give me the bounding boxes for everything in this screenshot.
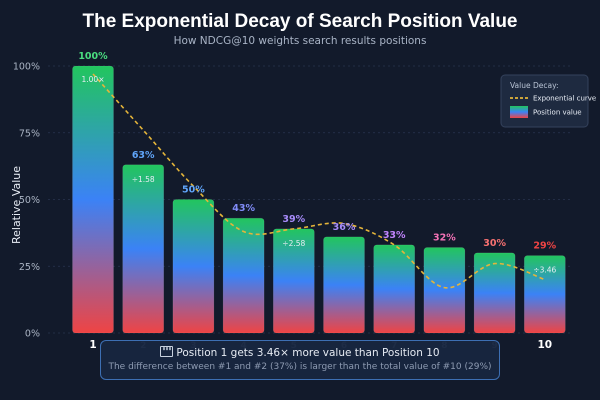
x-tick-label: 1 [89, 339, 96, 351]
legend: Value Decay: Exponential curve Position … [500, 74, 596, 128]
ratio-label: ÷2.58 [282, 239, 305, 248]
bar-layer [72, 65, 566, 334]
bar-position-4 [222, 217, 265, 334]
y-tick-label: 75% [19, 128, 40, 139]
bar-value-label: 29% [533, 241, 556, 252]
y-tick-label: 0% [25, 329, 40, 340]
legend-bar-swatch [510, 106, 528, 118]
y-tick-label: 100% [13, 62, 40, 73]
chart-subtitle: How NDCG@10 weights search results posit… [174, 35, 427, 47]
bar-position-2 [122, 164, 164, 334]
bar-value-label: 32% [433, 233, 456, 244]
x-tick-label: 10 [537, 339, 552, 351]
callout-headline: Position 1 gets 3.46× more value than Po… [176, 347, 440, 359]
bar-value-label: 50% [182, 185, 205, 196]
callout-detail: The difference between #1 and #2 (37%) i… [108, 362, 492, 372]
ratio-label: ÷3.46 [533, 266, 556, 275]
bar-position-3 [172, 199, 215, 334]
y-tick-label: 25% [19, 262, 40, 273]
label-layer: 100% 63% 50% 43% 39% 36% 33% 32% 30% 29% 1.00× ÷1.5… [78, 51, 556, 275]
bar-value-label: 43% [232, 203, 255, 214]
bar-value-label: 36% [333, 222, 356, 233]
ratio-label: ÷1.58 [132, 175, 155, 184]
exponential-curve-line [92, 73, 546, 289]
ratio-label: 1.00× [82, 75, 105, 84]
bar-value-label: 100% [78, 51, 108, 62]
chart-title: The Exponential Decay of Search Position… [82, 11, 517, 32]
callout-headline-row: ▮▮▮ Position 1 gets 3.46× more value than… [101, 346, 499, 359]
bar-value-label: 33% [383, 230, 406, 241]
y-axis-label: Relative Value [10, 166, 23, 244]
y-tick-label: 50% [19, 195, 40, 206]
bar-value-label: 39% [282, 214, 305, 225]
bar-position-9 [473, 252, 516, 334]
legend-entry-bar: Position value [533, 109, 582, 117]
curve-layer [92, 73, 546, 289]
bar-chart-icon: ▮▮▮ [160, 346, 174, 357]
bar-position-1 [72, 65, 114, 334]
bar-position-7 [373, 244, 416, 334]
bar-position-8 [423, 247, 466, 334]
legend-title: Value Decay: [510, 81, 559, 90]
y-tick-layer: 0% 25% 50% 75% 100% [13, 62, 40, 340]
legend-entry-curve: Exponential curve [533, 95, 596, 103]
bar-position-6 [323, 236, 365, 334]
bar-value-label: 30% [483, 238, 506, 249]
bar-value-label: 63% [132, 150, 155, 161]
insight-callout: ▮▮▮ Position 1 gets 3.46× more value than… [100, 340, 500, 380]
